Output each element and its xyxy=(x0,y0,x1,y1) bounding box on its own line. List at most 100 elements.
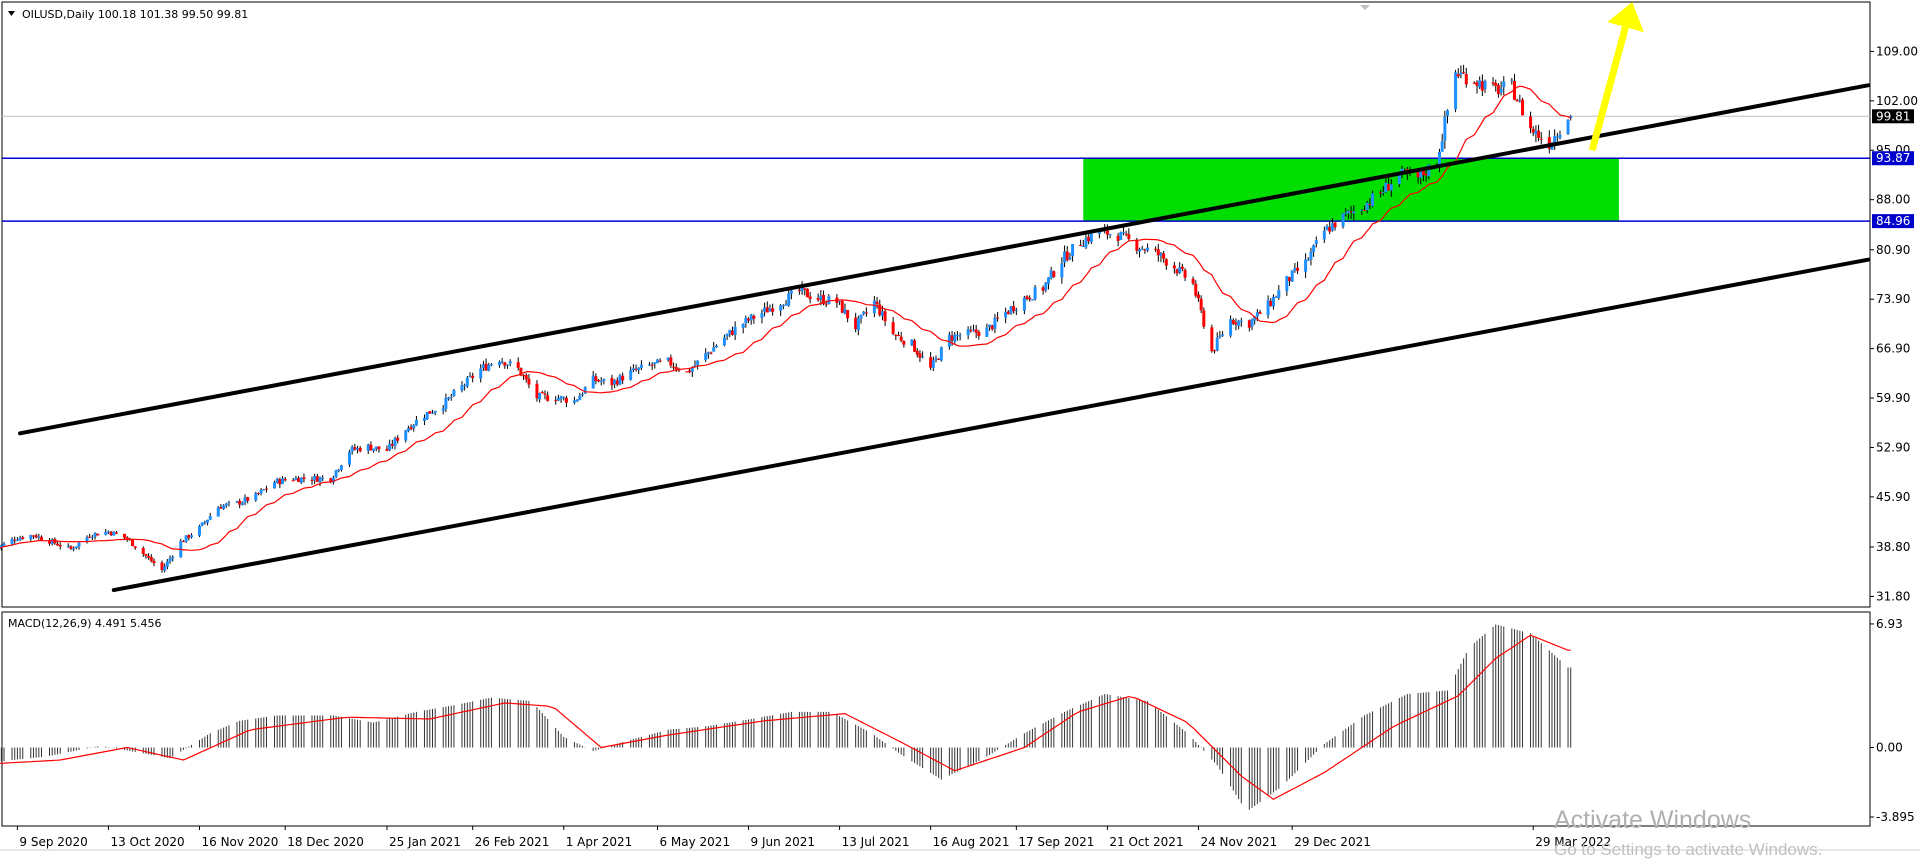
candle-body xyxy=(169,558,172,561)
candle-body xyxy=(1109,234,1112,235)
candle-body xyxy=(517,362,520,368)
candle-body xyxy=(415,420,418,425)
candle-body xyxy=(1331,223,1334,230)
candle-body xyxy=(1015,310,1018,311)
candle-body xyxy=(969,330,972,331)
candle-body xyxy=(1342,213,1345,226)
candle-body xyxy=(1326,226,1329,230)
candle-body xyxy=(841,301,844,313)
candle-body xyxy=(396,438,399,441)
candle-body xyxy=(1012,306,1015,311)
candle-body xyxy=(597,380,600,381)
candle-body xyxy=(1079,245,1082,246)
candle-body xyxy=(916,351,919,355)
candle-body xyxy=(260,490,263,493)
candle-body xyxy=(1347,211,1350,214)
price-axis-label: 109.00 xyxy=(1876,44,1918,58)
candle-body xyxy=(431,413,434,414)
candle-body xyxy=(1462,72,1465,73)
candle-body xyxy=(13,540,16,541)
candle-body xyxy=(94,533,97,537)
candle-body xyxy=(19,538,22,540)
candle-body xyxy=(410,427,413,429)
candle-body xyxy=(1307,260,1310,261)
candle-body xyxy=(1481,81,1484,90)
candle-body xyxy=(704,353,707,360)
candle-body xyxy=(447,398,450,399)
candle-body xyxy=(1256,312,1259,316)
price-label-text: 99.81 xyxy=(1876,109,1910,123)
macd-axis-label: 6.93 xyxy=(1876,617,1903,631)
candle-body xyxy=(710,353,713,354)
candle-body xyxy=(1567,120,1570,134)
candle-body xyxy=(1119,232,1122,240)
price-axis-label: 52.90 xyxy=(1876,440,1910,454)
candle-body xyxy=(404,430,407,440)
candle-body xyxy=(1221,335,1224,336)
candle-body xyxy=(881,311,884,315)
candle-body xyxy=(96,534,99,536)
candle-body xyxy=(894,335,897,336)
candle-body xyxy=(77,543,80,547)
candle-body xyxy=(1063,251,1066,262)
candle-body xyxy=(241,503,244,505)
candle-body xyxy=(1288,277,1291,281)
candle-body xyxy=(1135,240,1138,250)
candle-body xyxy=(1138,249,1141,251)
candle-body xyxy=(369,445,372,451)
candle-body xyxy=(1269,301,1272,306)
candle-body xyxy=(1537,131,1540,138)
candle-body xyxy=(581,394,584,395)
candle-body xyxy=(546,395,549,400)
date-axis-label: 16 Aug 2021 xyxy=(933,835,1010,849)
candle-body xyxy=(1234,323,1237,325)
candle-body xyxy=(921,357,924,358)
candle-body xyxy=(91,537,94,538)
candle-body xyxy=(637,368,640,370)
candle-body xyxy=(610,378,613,385)
candle-body xyxy=(723,338,726,346)
candle-body xyxy=(152,561,155,563)
candle-body xyxy=(675,367,678,369)
candle-body xyxy=(107,531,110,532)
date-axis-label: 13 Jul 2021 xyxy=(842,835,910,849)
price-axis-label: 59.90 xyxy=(1876,391,1910,405)
candle-body xyxy=(1443,117,1446,141)
candle-body xyxy=(1023,297,1026,310)
candle-body xyxy=(562,397,565,398)
candle-body xyxy=(134,546,137,548)
candle-body xyxy=(1492,82,1495,83)
candle-body xyxy=(1218,336,1221,337)
candle-body xyxy=(771,308,774,312)
price-axis-label: 102.00 xyxy=(1876,94,1918,108)
candle-body xyxy=(525,375,528,379)
candle-body xyxy=(337,469,340,470)
candle-body xyxy=(884,311,887,321)
candle-body xyxy=(798,290,801,291)
candle-body xyxy=(460,385,463,390)
candle-body xyxy=(209,516,212,520)
candle-body xyxy=(1042,287,1045,290)
candle-body xyxy=(1157,249,1160,255)
candle-body xyxy=(88,537,91,538)
candle-body xyxy=(763,307,766,311)
candle-body xyxy=(115,532,118,533)
candle-body xyxy=(1202,310,1205,326)
candle-body xyxy=(1259,312,1262,314)
candle-body xyxy=(656,360,659,364)
candle-body xyxy=(51,539,54,544)
candle-body xyxy=(685,371,688,372)
candle-body xyxy=(1213,350,1216,351)
candle-body xyxy=(150,557,153,561)
candle-body xyxy=(1068,257,1071,259)
candle-body xyxy=(16,540,19,541)
candle-body xyxy=(69,546,72,548)
price-axis-label: 45.90 xyxy=(1876,490,1910,504)
candle-body xyxy=(715,346,718,347)
candle-body xyxy=(72,549,75,550)
candle-body xyxy=(340,465,343,470)
candle-body xyxy=(618,375,621,384)
candle-body xyxy=(734,327,737,335)
candle-body xyxy=(509,361,512,363)
